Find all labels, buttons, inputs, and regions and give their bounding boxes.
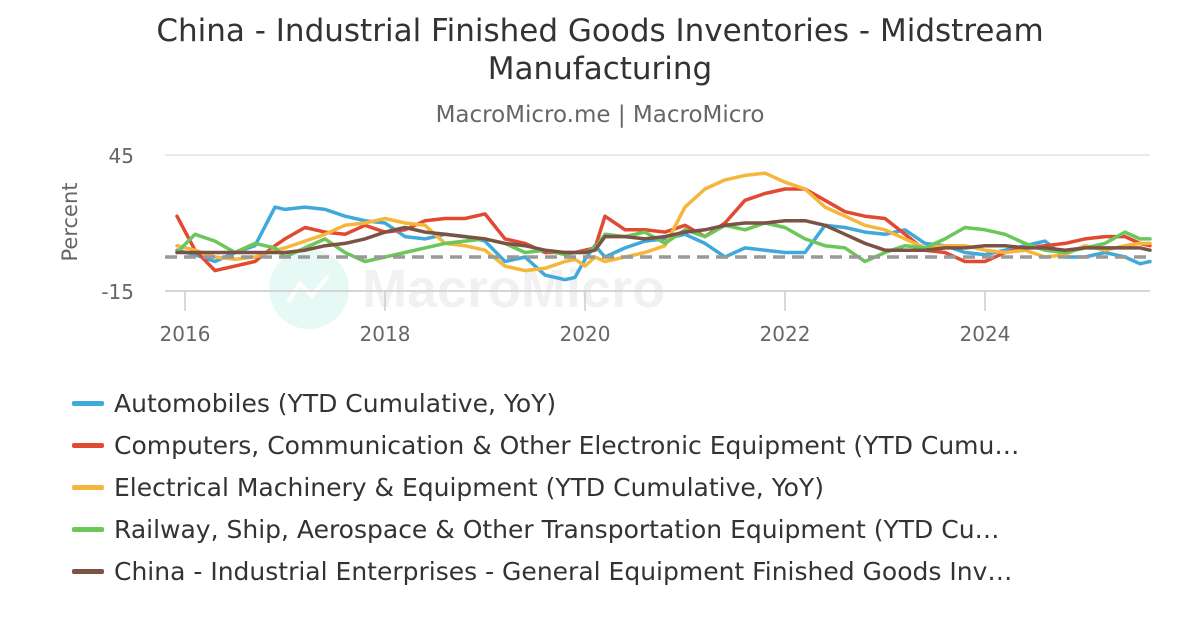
legend-item-1[interactable]: Automobiles (YTD Cumulative, YoY) (72, 382, 1162, 424)
y-axis-label: Percent (58, 182, 82, 261)
legend-swatch (72, 400, 104, 406)
y-tick-label: 45 (109, 144, 134, 168)
legend-swatch (72, 442, 104, 448)
series-line-1 (175, 205, 1152, 282)
chart-title: China - Industrial Finished Goods Invent… (156, 13, 1044, 87)
legend-item-5[interactable]: China - Industrial Enterprises - General… (72, 550, 1162, 592)
legend-item-4[interactable]: Railway, Ship, Aerospace & Other Transpo… (72, 508, 1162, 550)
chart-legend: Automobiles (YTD Cumulative, YoY) Compute… (72, 382, 1162, 592)
series-line-3 (175, 171, 1152, 273)
legend-label: Automobiles (YTD Cumulative, YoY) (114, 388, 557, 418)
x-tick-label: 2024 (960, 322, 1011, 346)
x-tick-label: 2020 (560, 322, 611, 346)
watermark-logo-icon (269, 249, 349, 329)
legend-item-3[interactable]: Electrical Machinery & Equipment (YTD Cu… (72, 466, 1162, 508)
chart-subtitle: MacroMicro.me | MacroMicro (435, 102, 765, 128)
x-tick-label: 2016 (160, 322, 211, 346)
x-tick-label: 2022 (760, 322, 811, 346)
legend-item-2[interactable]: Computers, Communication & Other Electro… (72, 424, 1162, 466)
legend-label: China - Industrial Enterprises - General… (114, 556, 1013, 586)
legend-swatch (72, 568, 104, 574)
legend-label: Computers, Communication & Other Electro… (114, 430, 1020, 460)
legend-swatch (72, 526, 104, 532)
legend-label: Railway, Ship, Aerospace & Other Transpo… (114, 514, 1000, 544)
legend-swatch (72, 484, 104, 490)
legend-label: Electrical Machinery & Equipment (YTD Cu… (114, 472, 824, 502)
x-tick-label: 2018 (360, 322, 411, 346)
y-tick-label: -15 (101, 280, 134, 304)
series-line-4 (175, 221, 1152, 264)
series-line-5 (175, 218, 1152, 255)
